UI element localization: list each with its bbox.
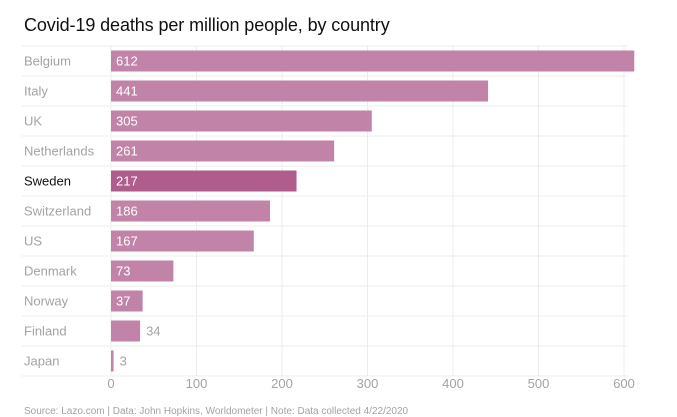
value-label: 37 xyxy=(116,294,130,309)
category-label: Belgium xyxy=(24,54,71,69)
bar xyxy=(111,290,143,312)
value-label: 612 xyxy=(116,54,138,69)
bar xyxy=(111,50,635,72)
value-label: 305 xyxy=(116,114,138,129)
x-tick-label: 200 xyxy=(271,376,293,391)
x-tick-label: 100 xyxy=(186,376,208,391)
bar xyxy=(111,230,254,252)
category-label: Norway xyxy=(24,294,69,309)
bar xyxy=(111,200,271,222)
source-note: Source: Lazo.com | Data: John Hopkins, W… xyxy=(24,406,409,417)
bar xyxy=(111,320,141,342)
value-label: 167 xyxy=(116,234,138,249)
category-label: Switzerland xyxy=(24,204,91,219)
category-label: UK xyxy=(24,114,42,129)
category-label: Netherlands xyxy=(24,144,95,159)
value-label: 441 xyxy=(116,84,138,99)
value-label: 73 xyxy=(116,264,130,279)
value-label: 217 xyxy=(116,174,138,189)
category-label: Japan xyxy=(24,354,59,369)
x-tick-label: 500 xyxy=(528,376,550,391)
bar xyxy=(111,80,489,102)
value-label: 3 xyxy=(120,354,127,369)
x-tick-label: 600 xyxy=(613,376,635,391)
category-label: US xyxy=(24,234,42,249)
value-label: 261 xyxy=(116,144,138,159)
chart-title: Covid-19 deaths per million people, by c… xyxy=(24,15,390,35)
category-label: Denmark xyxy=(24,264,77,279)
x-axis-ticks: 0 100 200 300 400 500 600 xyxy=(107,376,634,391)
bar xyxy=(111,170,297,192)
value-labels: 612 441 305 261 217 186 167 73 37 34 3 xyxy=(116,54,161,369)
bar xyxy=(111,260,174,282)
bar xyxy=(111,350,114,372)
x-tick-label: 400 xyxy=(442,376,464,391)
row-separators xyxy=(22,45,628,377)
x-tick-label: 0 xyxy=(107,376,114,391)
category-label: Italy xyxy=(24,84,48,99)
value-label: 34 xyxy=(146,324,160,339)
x-tick-label: 300 xyxy=(357,376,379,391)
category-label: Finland xyxy=(24,324,67,339)
bar xyxy=(111,110,372,132)
bars xyxy=(111,50,635,372)
category-label: Sweden xyxy=(24,174,71,189)
bar xyxy=(111,140,335,162)
category-labels: Belgium Italy UK Netherlands Sweden Switzerla… xyxy=(24,54,95,369)
value-label: 186 xyxy=(116,204,138,219)
